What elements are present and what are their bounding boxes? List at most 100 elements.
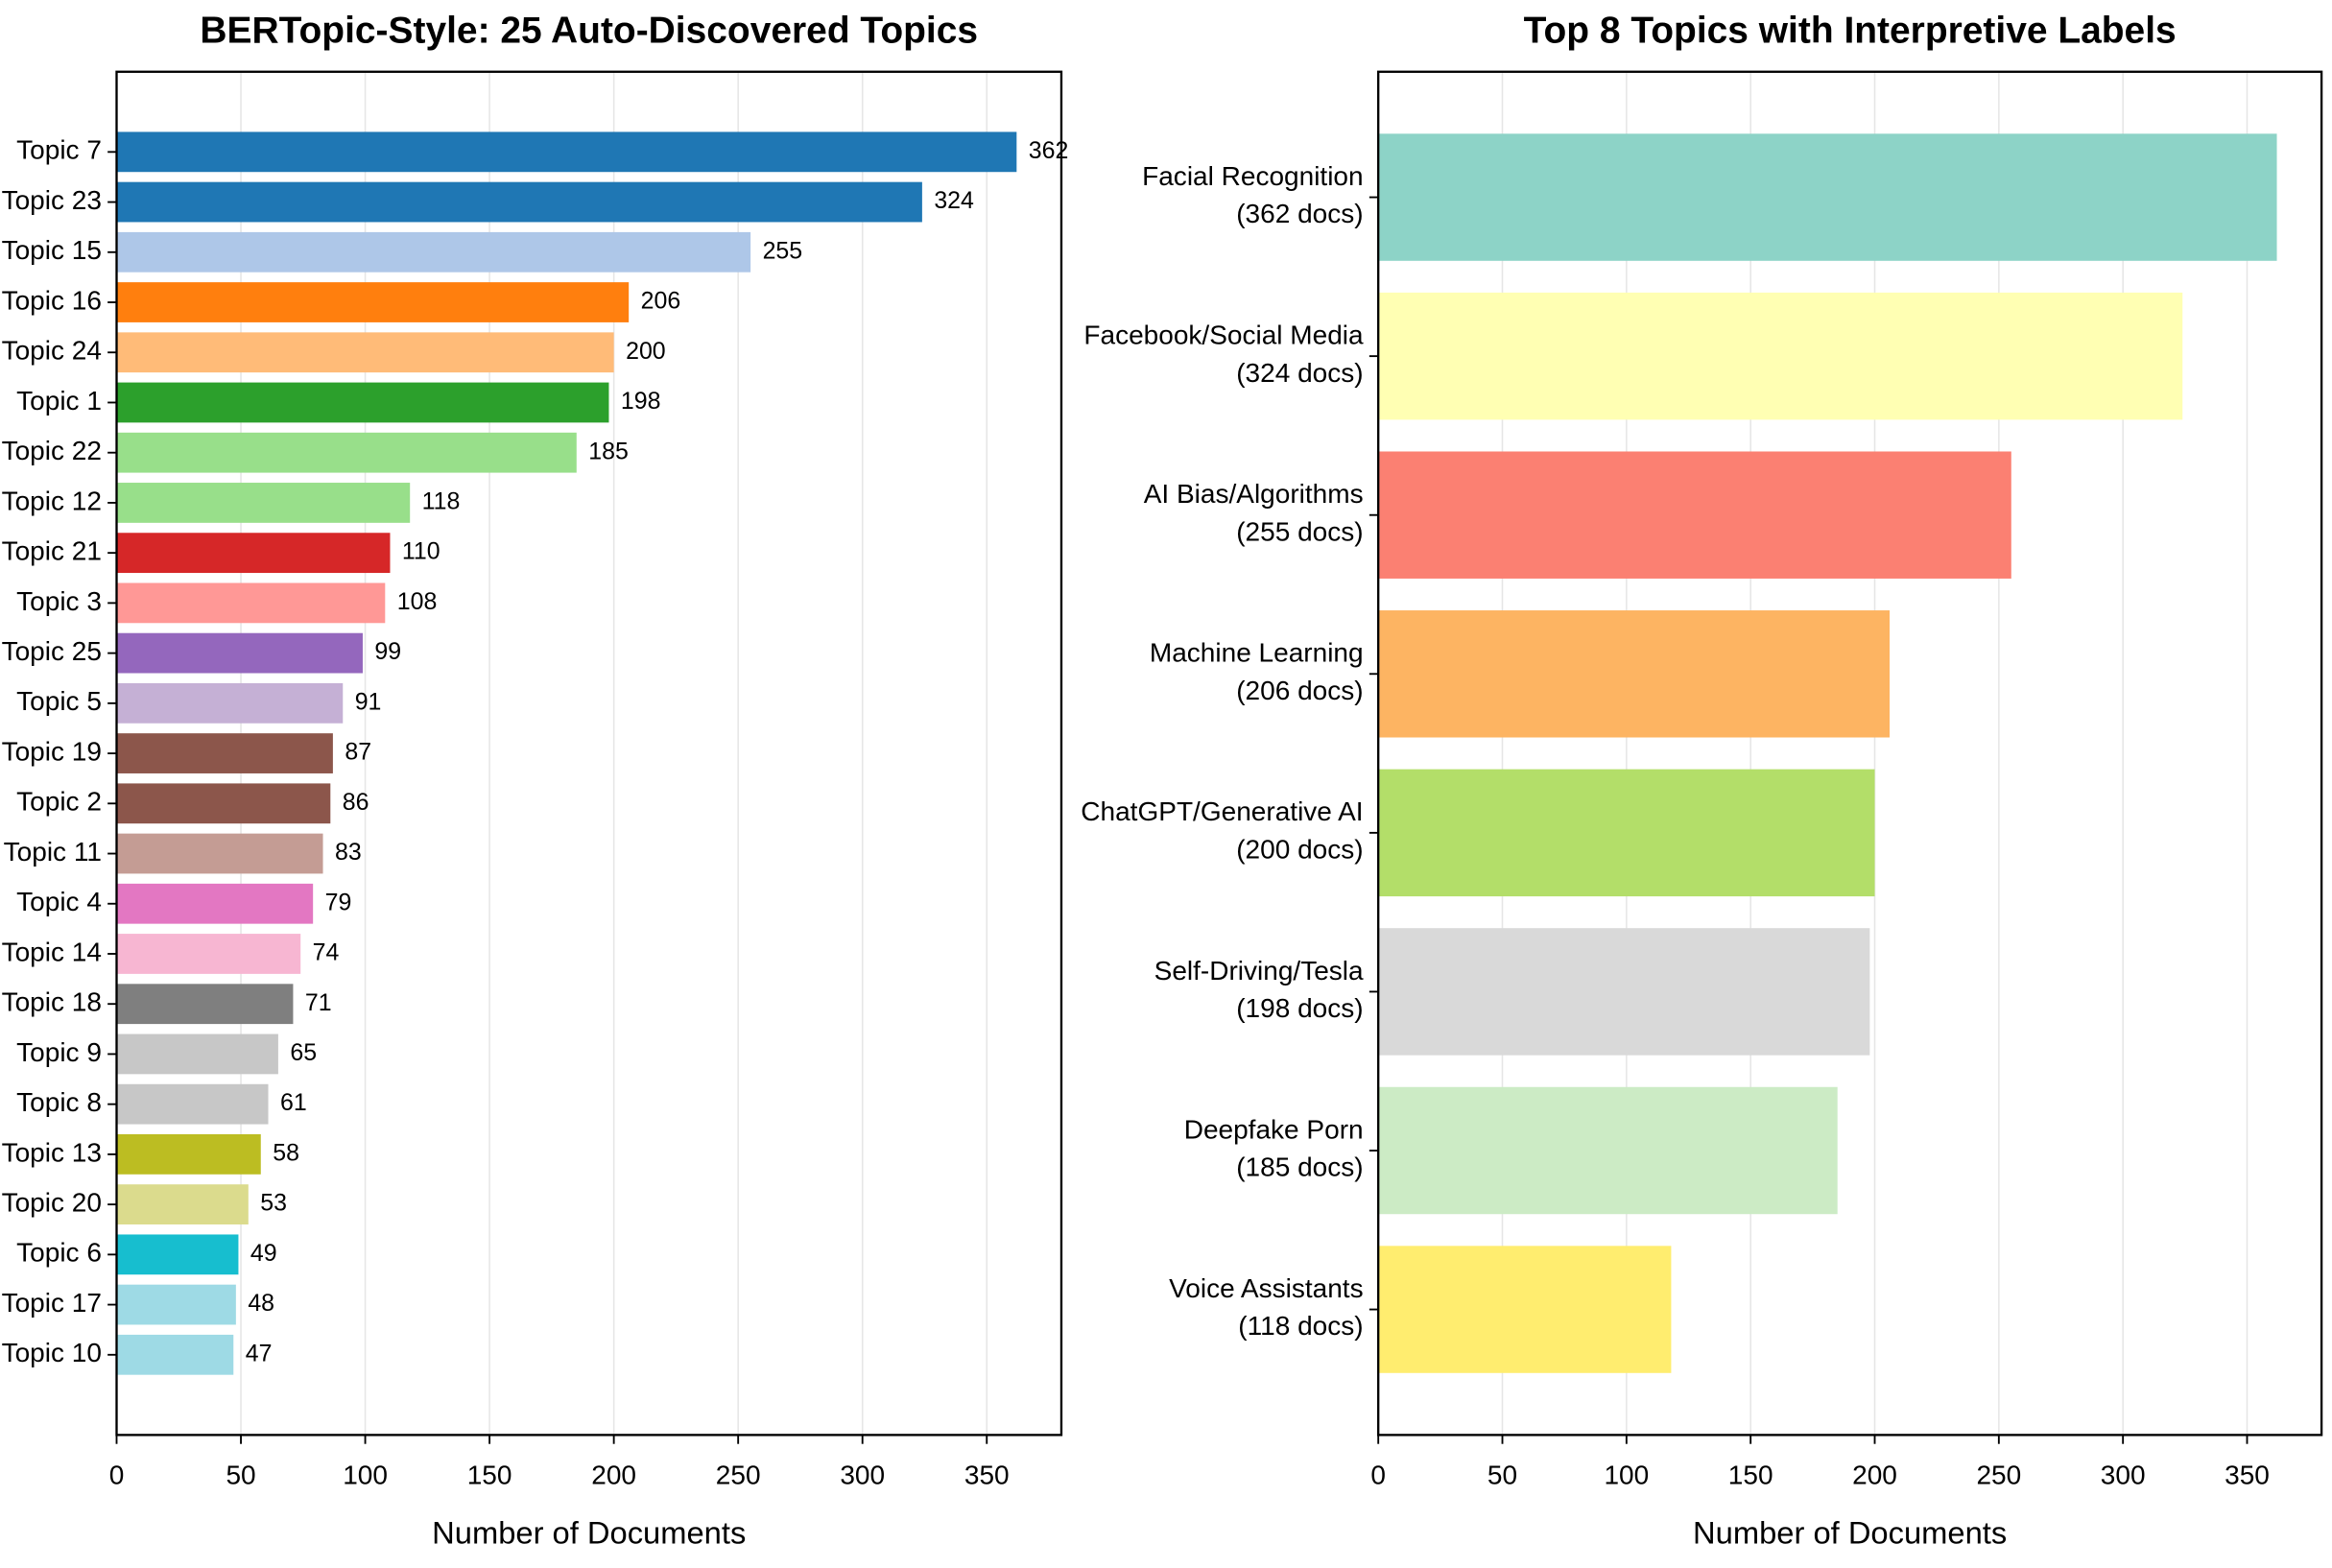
y-tick-label: Topic 3 (16, 586, 102, 616)
bar (116, 1033, 278, 1075)
bar (1378, 1086, 1838, 1215)
value-label: 86 (343, 789, 369, 816)
y-tick-label: Topic 16 (2, 285, 102, 315)
bar (116, 231, 751, 273)
bar (116, 1334, 234, 1375)
x-tick-label: 350 (964, 1460, 1010, 1489)
bar (1378, 1246, 1672, 1373)
bar (1378, 133, 2277, 261)
bar (116, 533, 391, 574)
bar (116, 582, 386, 624)
y-tick-label: Topic 19 (2, 736, 102, 766)
axes-frame (115, 70, 1063, 1437)
value-label: 206 (641, 288, 681, 315)
y-tick-label: Facial Recognition (362 docs) (1142, 161, 1363, 228)
value-label: 255 (763, 237, 803, 264)
bar (1378, 292, 2183, 420)
y-tick-label: Topic 25 (2, 636, 102, 666)
x-tick-label: 200 (591, 1460, 636, 1489)
value-label: 198 (621, 388, 661, 415)
value-label: 79 (325, 889, 352, 915)
bar (116, 934, 301, 974)
x-tick-label: 50 (226, 1460, 255, 1489)
y-tick-label: Topic 5 (16, 686, 102, 716)
y-tick-label: Topic 6 (16, 1238, 102, 1268)
value-label: 58 (273, 1139, 299, 1166)
value-label: 74 (313, 939, 340, 966)
x-axis-label: Number of Documents (432, 1514, 746, 1550)
y-tick-label: Topic 14 (2, 937, 102, 966)
y-tick-label: AI Bias/Algorithms (255 docs) (1144, 479, 1364, 546)
x-tick-label: 200 (1852, 1460, 1897, 1489)
y-tick-label: Topic 24 (2, 336, 102, 366)
x-tick-label: 300 (2101, 1460, 2146, 1489)
x-tick-label: 100 (343, 1460, 388, 1489)
y-tick-label: Topic 1 (16, 386, 102, 416)
value-label: 108 (397, 588, 438, 615)
value-label: 65 (290, 1039, 317, 1066)
value-label: 71 (305, 989, 332, 1016)
bar (1378, 610, 1891, 738)
bar (116, 181, 922, 223)
value-label: 48 (248, 1290, 274, 1317)
x-tick-label: 300 (840, 1460, 885, 1489)
y-tick-label: Self-Driving/Tesla (198 docs) (1154, 956, 1364, 1023)
value-label: 185 (588, 438, 629, 464)
y-tick-label: Topic 18 (2, 987, 102, 1017)
axes-frame (1377, 70, 2323, 1437)
y-tick-label: Topic 17 (2, 1288, 102, 1318)
value-label: 118 (422, 488, 461, 515)
bar (116, 783, 331, 824)
y-tick-label: Facebook/Social Media (324 docs) (1083, 321, 1364, 388)
bar (116, 1234, 239, 1275)
y-tick-label: Topic 23 (2, 185, 102, 215)
bar (116, 1184, 249, 1225)
chart-title: Top 8 Topics with Interpretive Labels (1524, 11, 2177, 52)
y-tick-label: Topic 8 (16, 1087, 102, 1117)
bar (116, 1083, 269, 1125)
y-tick-label: Topic 15 (2, 235, 102, 265)
x-tick-label: 0 (109, 1460, 125, 1489)
y-tick-label: Machine Learning (206 docs) (1150, 638, 1364, 705)
y-tick-label: Topic 10 (2, 1338, 102, 1367)
value-label: 49 (250, 1240, 277, 1267)
bar (116, 332, 614, 373)
chart-title: BERTopic-Style: 25 Auto-Discovered Topic… (200, 11, 978, 52)
value-label: 53 (260, 1190, 287, 1217)
bar (116, 1284, 236, 1325)
x-tick-label: 50 (1487, 1460, 1517, 1489)
bar (116, 282, 630, 322)
y-tick-label: Topic 4 (16, 887, 102, 916)
bar (116, 382, 609, 423)
x-axis-label: Number of Documents (1693, 1514, 2007, 1550)
x-tick-label: 150 (1728, 1460, 1773, 1489)
value-label: 47 (246, 1340, 273, 1366)
x-tick-label: 250 (716, 1460, 761, 1489)
value-label: 83 (335, 839, 362, 866)
y-tick-label: Topic 12 (2, 486, 102, 515)
bar (116, 883, 314, 924)
y-tick-label: Topic 13 (2, 1137, 102, 1167)
value-label: 61 (280, 1089, 307, 1116)
bar (1378, 769, 1875, 897)
y-tick-label: Deepfake Porn (185 docs) (1184, 1115, 1364, 1182)
y-tick-label: Topic 21 (2, 536, 102, 566)
value-label: 110 (402, 538, 440, 565)
y-tick-label: Topic 20 (2, 1188, 102, 1218)
bar (116, 1133, 261, 1175)
value-label: 200 (626, 338, 666, 365)
value-label: 324 (934, 187, 974, 214)
x-tick-label: 250 (1976, 1460, 2021, 1489)
y-tick-label: Voice Assistants (118 docs) (1169, 1273, 1363, 1341)
value-label: 91 (355, 688, 382, 715)
bar (116, 131, 1017, 173)
bar (116, 833, 323, 874)
bar (1378, 928, 1870, 1056)
bar (116, 483, 411, 523)
y-tick-label: ChatGPT/Generative AI (200 docs) (1081, 797, 1363, 865)
y-tick-label: Topic 9 (16, 1037, 102, 1067)
x-tick-label: 100 (1604, 1460, 1649, 1489)
y-tick-label: Topic 22 (2, 436, 102, 465)
